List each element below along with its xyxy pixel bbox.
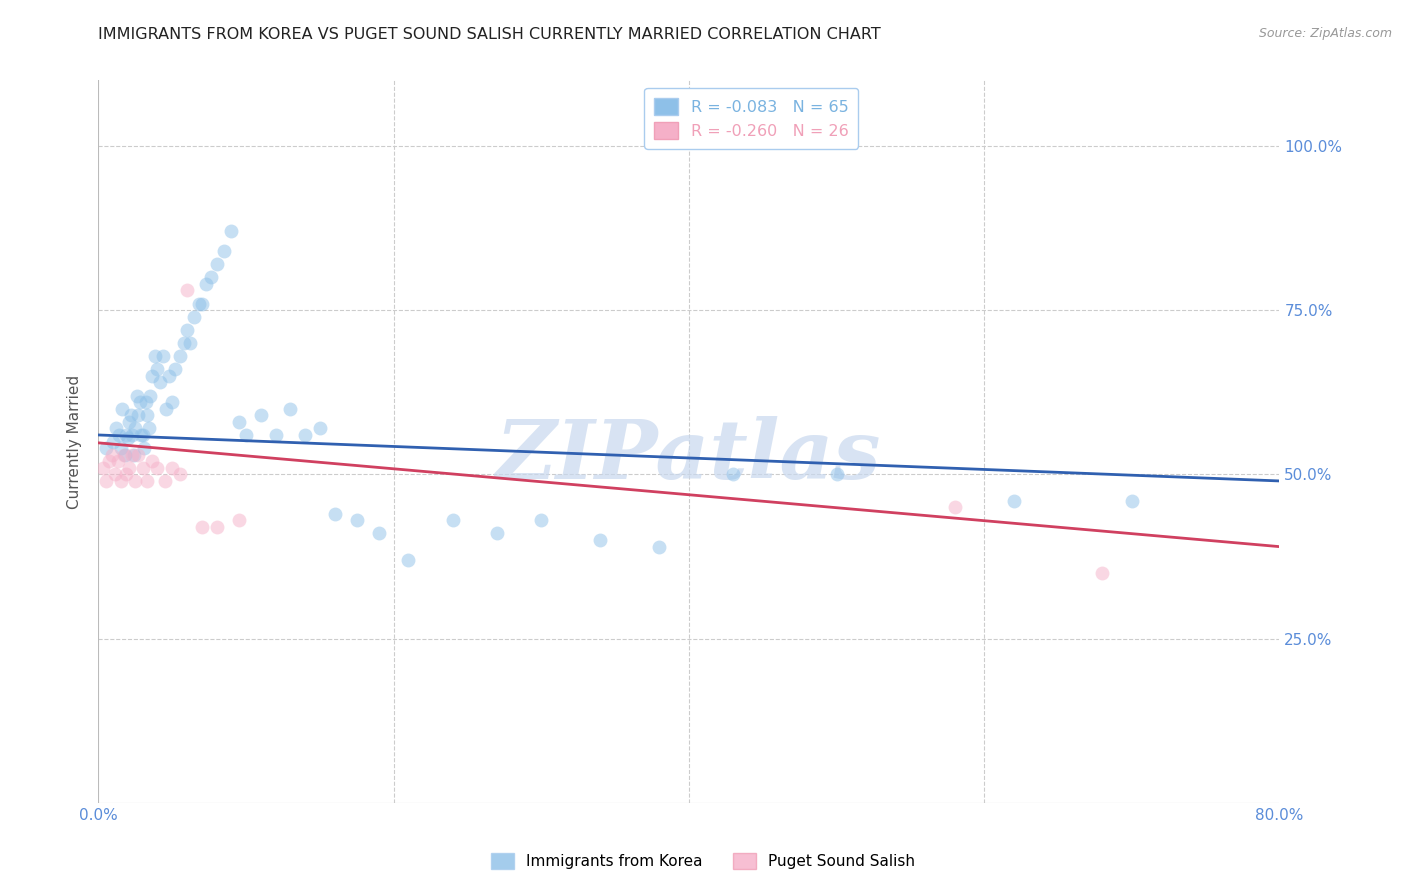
- Point: [146, 460, 169, 475]
- Point: [146, 362, 169, 376]
- Point: [112, 448, 135, 462]
- Point: [121, 428, 143, 442]
- Point: [228, 415, 250, 429]
- Point: [128, 395, 150, 409]
- Point: [187, 296, 209, 310]
- Point: [149, 376, 172, 390]
- Point: [221, 224, 243, 238]
- Point: [191, 296, 214, 310]
- Point: [107, 454, 129, 468]
- Point: [723, 467, 745, 482]
- Point: [205, 520, 228, 534]
- Point: [165, 362, 187, 376]
- Point: [139, 388, 162, 402]
- Point: [368, 526, 391, 541]
- Point: [122, 448, 145, 462]
- Point: [280, 401, 302, 416]
- Point: [118, 460, 141, 475]
- Point: [943, 500, 966, 515]
- Point: [118, 415, 141, 429]
- Point: [157, 368, 180, 383]
- Point: [183, 310, 205, 324]
- Point: [294, 428, 316, 442]
- Point: [825, 467, 848, 482]
- Point: [135, 395, 157, 409]
- Point: [114, 448, 136, 462]
- Point: [94, 474, 117, 488]
- Point: [179, 336, 201, 351]
- Y-axis label: Currently Married: Currently Married: [67, 375, 83, 508]
- Point: [105, 421, 128, 435]
- Point: [110, 474, 132, 488]
- Point: [91, 460, 114, 475]
- Point: [132, 428, 155, 442]
- Point: [127, 409, 149, 423]
- Point: [205, 257, 228, 271]
- Point: [111, 401, 134, 416]
- Point: [103, 434, 125, 449]
- Point: [120, 409, 142, 423]
- Point: [117, 431, 139, 445]
- Point: [1121, 493, 1143, 508]
- Point: [195, 277, 218, 291]
- Point: [152, 349, 174, 363]
- Point: [1002, 493, 1025, 508]
- Text: Source: ZipAtlas.com: Source: ZipAtlas.com: [1258, 27, 1392, 40]
- Point: [169, 349, 191, 363]
- Point: [124, 474, 146, 488]
- Legend: Immigrants from Korea, Puget Sound Salish: Immigrants from Korea, Puget Sound Salis…: [485, 847, 921, 875]
- Point: [115, 467, 138, 482]
- Point: [530, 513, 553, 527]
- Point: [235, 428, 257, 442]
- Point: [323, 507, 346, 521]
- Point: [250, 409, 273, 423]
- Point: [94, 441, 117, 455]
- Text: IMMIGRANTS FROM KOREA VS PUGET SOUND SALISH CURRENTLY MARRIED CORRELATION CHART: IMMIGRANTS FROM KOREA VS PUGET SOUND SAL…: [98, 27, 882, 42]
- Point: [212, 244, 235, 258]
- Point: [136, 409, 159, 423]
- Point: [153, 474, 176, 488]
- Point: [136, 474, 159, 488]
- Point: [127, 448, 149, 462]
- Text: ZIPatlas: ZIPatlas: [496, 416, 882, 496]
- Point: [486, 526, 509, 541]
- Point: [155, 401, 177, 416]
- Point: [134, 441, 156, 455]
- Point: [125, 388, 148, 402]
- Point: [228, 513, 250, 527]
- Point: [100, 448, 122, 462]
- Point: [176, 284, 198, 298]
- Point: [441, 513, 464, 527]
- Point: [141, 368, 163, 383]
- Point: [589, 533, 612, 547]
- Point: [309, 421, 332, 435]
- Point: [398, 553, 420, 567]
- Point: [141, 454, 163, 468]
- Point: [191, 520, 214, 534]
- Point: [110, 441, 132, 455]
- Point: [169, 467, 191, 482]
- Point: [143, 349, 166, 363]
- Legend: R = -0.083   N = 65, R = -0.260   N = 26: R = -0.083 N = 65, R = -0.260 N = 26: [644, 88, 858, 149]
- Point: [1091, 566, 1114, 580]
- Point: [121, 448, 143, 462]
- Point: [97, 454, 120, 468]
- Point: [346, 513, 368, 527]
- Point: [124, 421, 146, 435]
- Point: [129, 428, 152, 442]
- Point: [648, 540, 671, 554]
- Point: [200, 270, 222, 285]
- Point: [108, 428, 131, 442]
- Point: [264, 428, 287, 442]
- Point: [162, 395, 183, 409]
- Point: [132, 460, 155, 475]
- Point: [162, 460, 183, 475]
- Point: [138, 421, 160, 435]
- Point: [176, 323, 198, 337]
- Point: [115, 428, 138, 442]
- Point: [173, 336, 195, 351]
- Point: [104, 467, 127, 482]
